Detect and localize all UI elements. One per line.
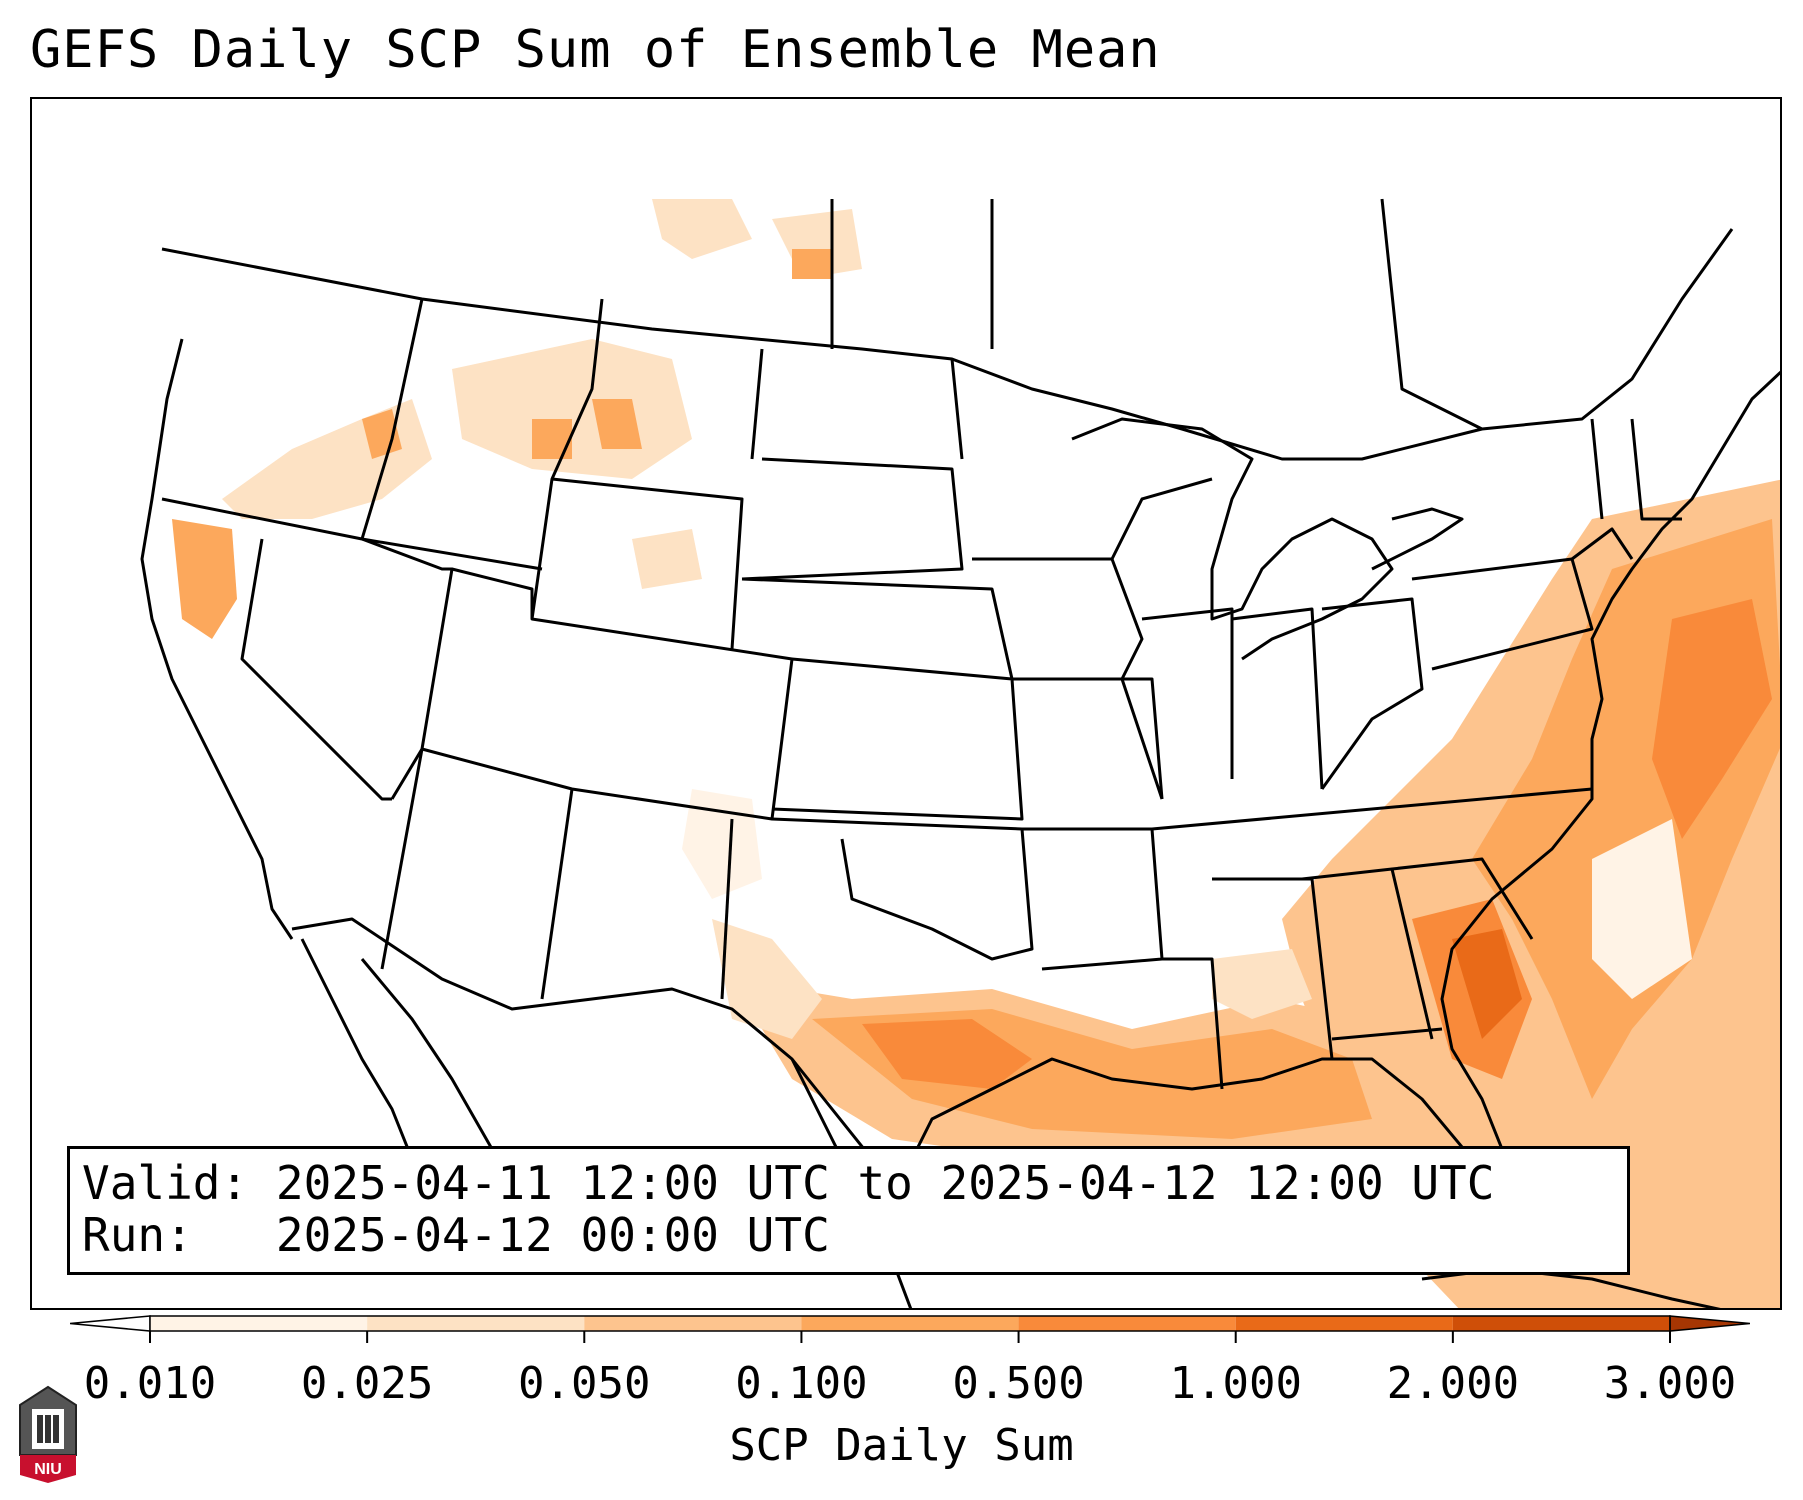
run-line: Run: 2025-04-12 00:00 UTC <box>82 1209 1615 1261</box>
conus-map <box>140 198 1780 1308</box>
validity-info-box: Valid: 2025-04-11 12:00 UTC to 2025-04-1… <box>67 1146 1630 1275</box>
valid-label: Valid: <box>82 1156 249 1210</box>
colorbar-outline <box>149 1315 1671 1332</box>
colorbar-tick-label: 3.000 <box>1603 1358 1737 1409</box>
colorbar-tick-label: 0.025 <box>300 1358 434 1409</box>
colorbar-tick-label: 0.010 <box>83 1358 217 1409</box>
colorbar-tick-label: 0.100 <box>735 1358 868 1409</box>
colorbar-segment <box>367 1316 585 1331</box>
colorbar-tick-label: 0.500 <box>952 1358 1085 1409</box>
colorbar-segment <box>150 1316 368 1331</box>
colorbar-segment <box>801 1316 1019 1331</box>
colorbar-segment <box>1235 1316 1453 1331</box>
niu-logo-icon: NIU <box>19 1385 77 1483</box>
scp-field <box>172 199 1780 1308</box>
map-title: GEFS Daily SCP Sum of Ensemble Mean <box>30 20 1161 80</box>
valid-line: Valid: 2025-04-11 12:00 UTC to 2025-04-1… <box>82 1157 1615 1209</box>
colorbar-tick-label: 2.000 <box>1386 1358 1520 1409</box>
colorbar-tick-label: 1.000 <box>1169 1358 1302 1409</box>
colorbar-extend-min <box>70 1315 151 1332</box>
colorbar <box>70 1315 1750 1343</box>
colorbar-title: SCP Daily Sum <box>729 1420 1074 1471</box>
colorbar-segment <box>584 1316 802 1331</box>
run-label: Run: <box>82 1208 193 1262</box>
colorbar-ticks <box>149 1331 1671 1343</box>
colorbar-segment <box>1018 1316 1236 1331</box>
colorbar-segments <box>70 1315 1750 1332</box>
valid-value: 2025-04-11 12:00 UTC to 2025-04-12 12:00… <box>275 1156 1495 1210</box>
run-value: 2025-04-12 00:00 UTC <box>275 1208 830 1262</box>
colorbar-tick-label: 0.050 <box>518 1358 651 1409</box>
logo-text: NIU <box>34 1461 62 1478</box>
colorbar-extend-max <box>1669 1315 1750 1332</box>
map-borders <box>140 198 1780 1308</box>
map-panel <box>30 97 1782 1310</box>
colorbar-segment <box>1452 1316 1670 1331</box>
